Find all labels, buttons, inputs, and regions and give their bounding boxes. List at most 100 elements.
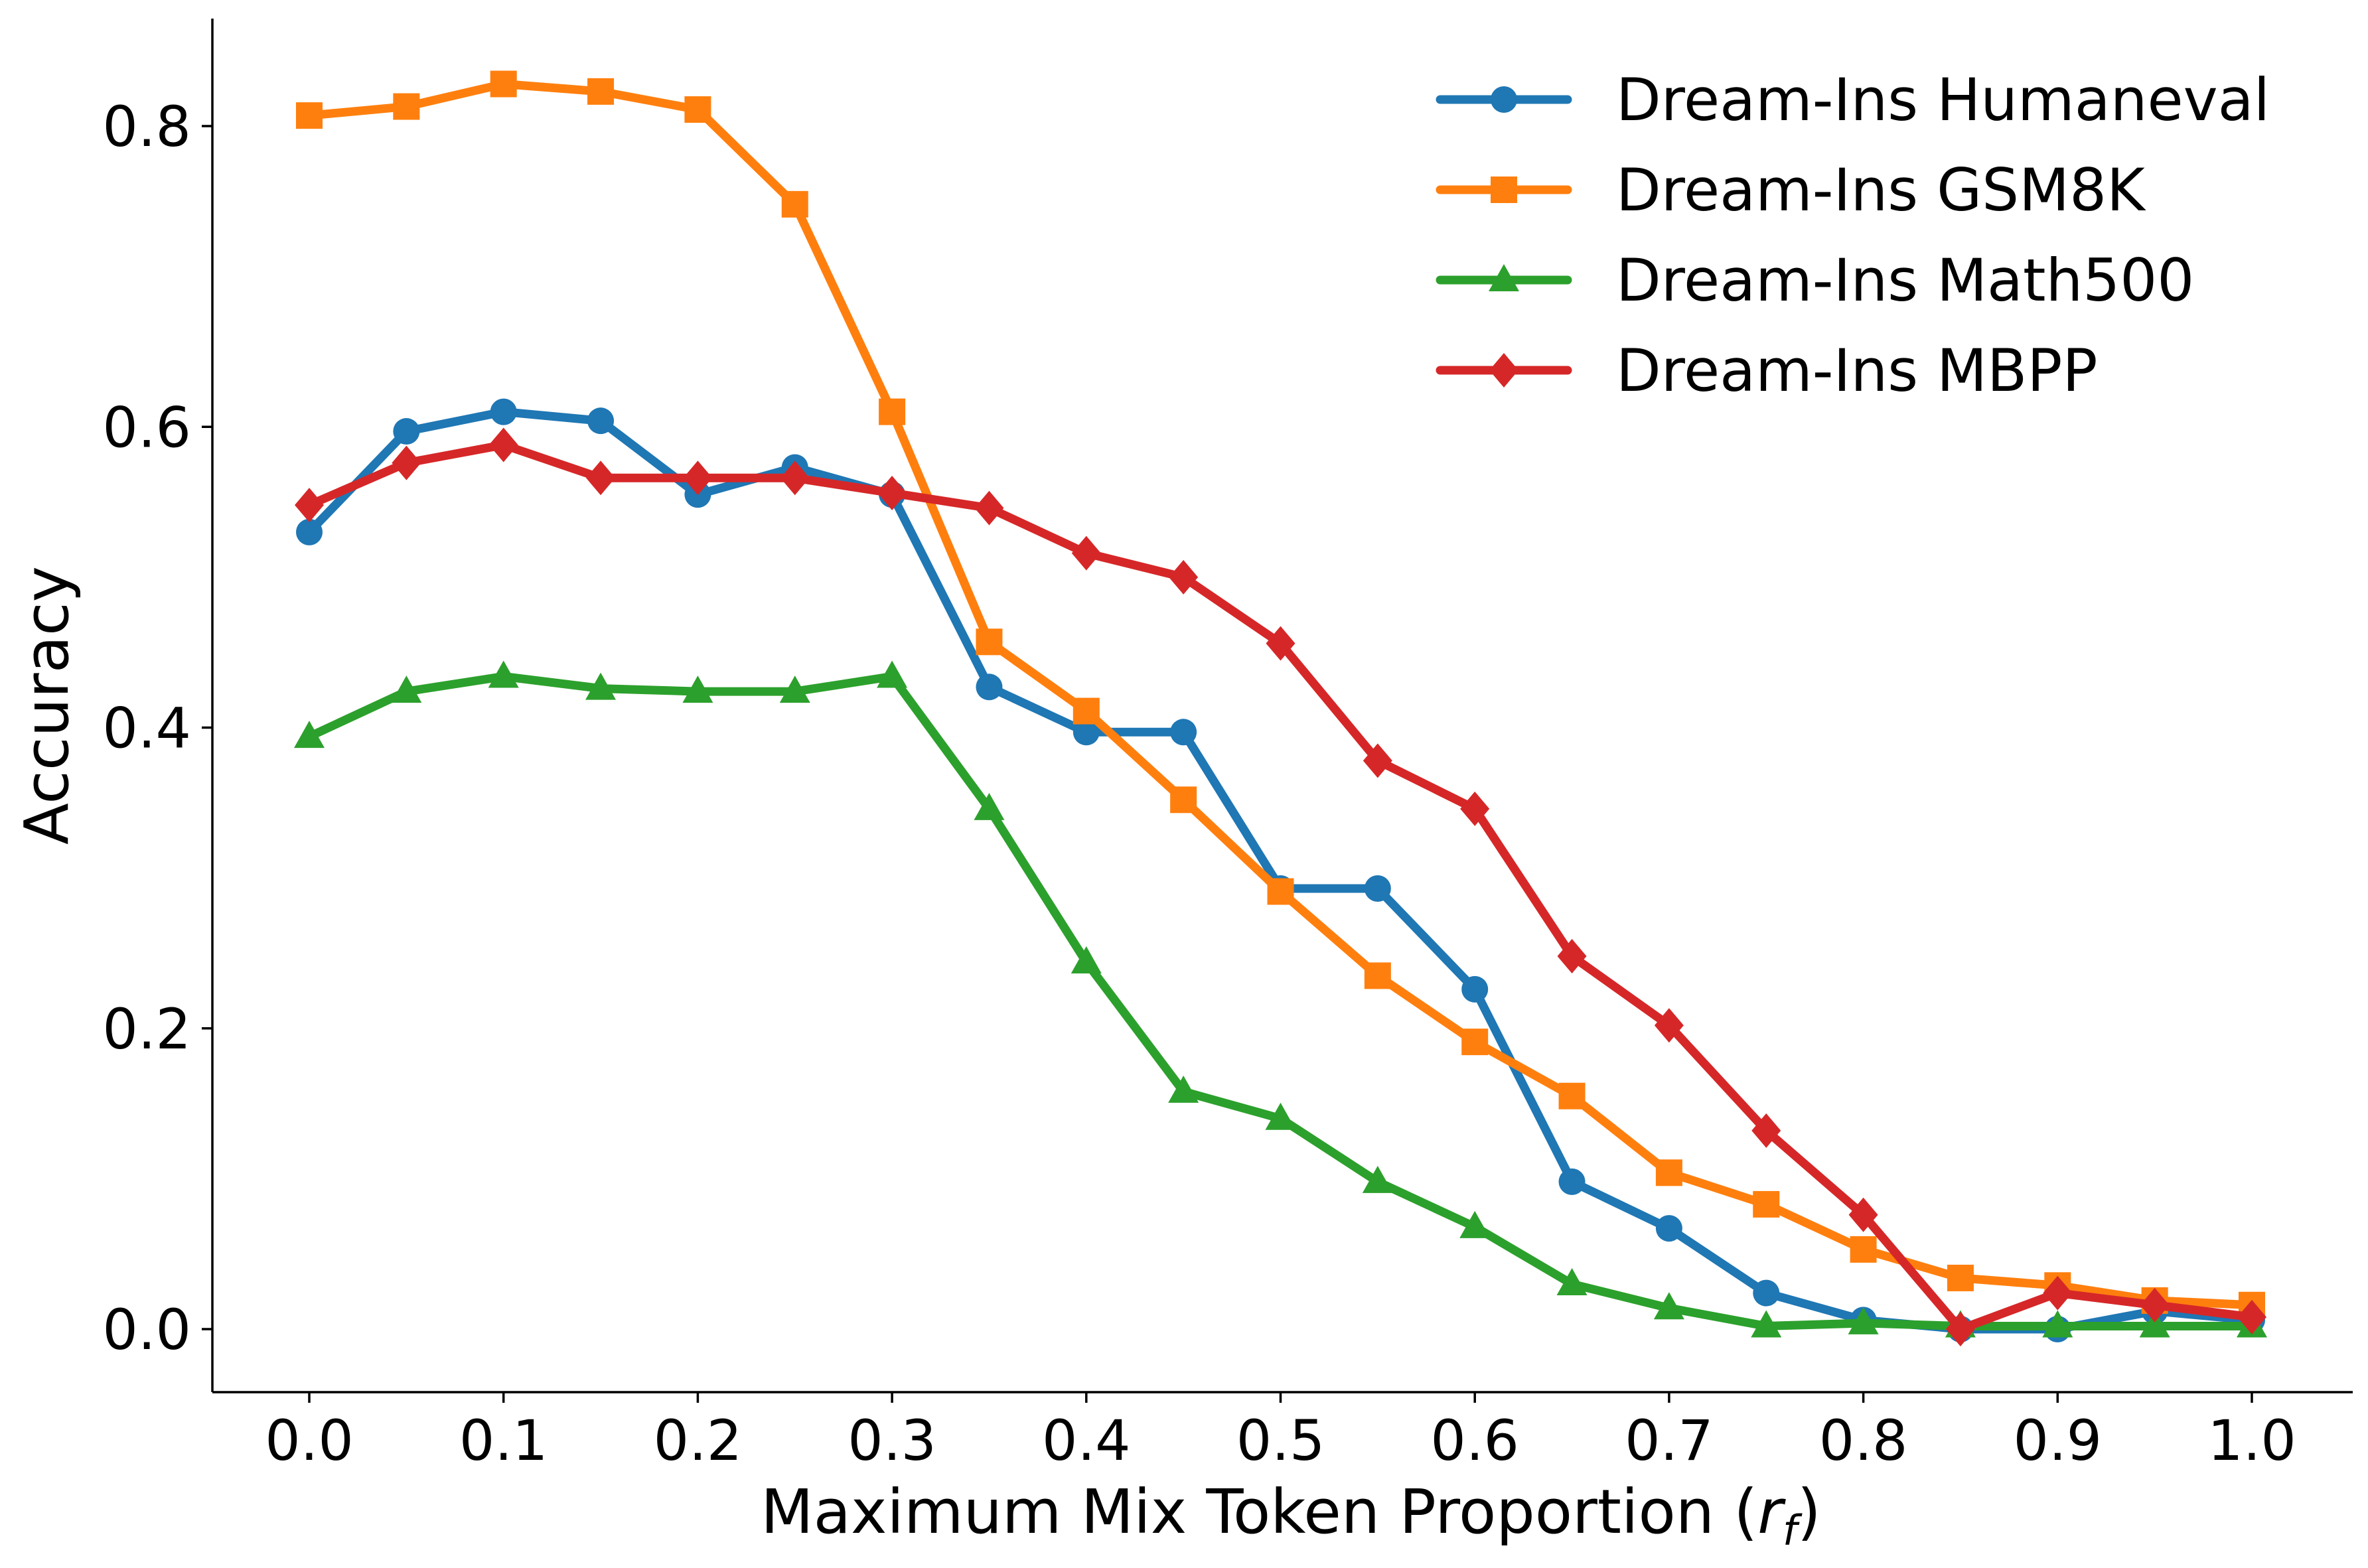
legend-entry-mbpp: Dream-Ins MBPP xyxy=(1436,336,2098,405)
y-tick-label: 0.6 xyxy=(102,395,191,460)
data-point-humaneval xyxy=(393,418,420,445)
legend-entry-math500: Dream-Ins Math500 xyxy=(1436,246,2194,315)
legend-label-humaneval: Dream-Ins Humaneval xyxy=(1616,66,2270,134)
data-point-gsm8k xyxy=(1267,878,1294,905)
data-point-gsm8k xyxy=(587,78,615,105)
y-axis-label: Accuracy xyxy=(11,566,82,845)
legend-entry-gsm8k: Dream-Ins GSM8K xyxy=(1436,156,2146,224)
data-point-humaneval xyxy=(1558,1168,1586,1195)
data-point-mbpp xyxy=(974,490,1004,526)
data-point-mbpp xyxy=(2140,1287,2170,1322)
data-point-mbpp xyxy=(877,475,907,510)
legend-marker-gsm8k xyxy=(1491,177,1517,203)
data-point-math500 xyxy=(1459,1210,1491,1238)
series-line-math500 xyxy=(305,672,2257,1330)
data-point-mbpp xyxy=(1654,1008,1684,1043)
data-point-gsm8k xyxy=(1073,697,1100,725)
data-point-mbpp xyxy=(2043,1275,2073,1311)
data-point-mbpp xyxy=(1557,938,1587,973)
data-point-mbpp xyxy=(1848,1197,1878,1232)
x-axis-label-close: ) xyxy=(1797,1476,1821,1547)
data-point-math500 xyxy=(1848,1307,1879,1334)
data-point-mbpp xyxy=(1363,743,1392,778)
x-tick-label: 0.7 xyxy=(1625,1408,1714,1473)
x-tick-label: 0.5 xyxy=(1236,1408,1325,1473)
data-point-math500 xyxy=(2042,1310,2073,1338)
x-tick-label: 0.3 xyxy=(848,1408,936,1473)
x-tick-label: 0.4 xyxy=(1042,1408,1131,1473)
series-layer xyxy=(294,70,2267,1346)
data-point-gsm8k xyxy=(1461,1029,1489,1056)
data-point-math500 xyxy=(779,676,810,703)
data-point-mbpp xyxy=(1169,559,1199,595)
data-point-math500 xyxy=(488,660,519,688)
series-humaneval xyxy=(296,398,2265,1342)
data-point-gsm8k xyxy=(976,628,1003,656)
data-point-mbpp xyxy=(2237,1299,2266,1334)
data-point-humaneval xyxy=(1170,719,1197,746)
data-point-math500 xyxy=(1362,1165,1393,1193)
x-tick-label: 0.0 xyxy=(265,1408,354,1473)
legend-entry-humaneval: Dream-Ins Humaneval xyxy=(1436,66,2270,134)
data-point-math500 xyxy=(877,660,908,688)
plot-area xyxy=(294,70,2267,1346)
data-point-math500 xyxy=(1071,946,1102,974)
data-point-math500 xyxy=(391,676,422,703)
data-point-humaneval xyxy=(296,518,323,545)
data-point-humaneval xyxy=(1073,719,1100,746)
data-point-gsm8k xyxy=(1170,786,1197,814)
data-point-gsm8k xyxy=(1364,962,1391,989)
data-point-humaneval xyxy=(976,674,1003,701)
series-math500 xyxy=(294,660,2267,1338)
series-mbpp xyxy=(295,427,2266,1346)
x-tick-label: 0.6 xyxy=(1430,1408,1519,1473)
data-point-gsm8k xyxy=(393,93,420,120)
data-point-mbpp xyxy=(1071,535,1101,571)
data-point-mbpp xyxy=(1266,626,1295,661)
x-axis-ticks: 0.0 0.1 0.2 0.3 0.4 0.5 0.6 0.7 0.8 0.9 1.0 xyxy=(265,1392,2296,1473)
legend-label-math500: Dream-Ins Math500 xyxy=(1616,246,2194,315)
x-tick-label: 1.0 xyxy=(2207,1408,2296,1473)
data-point-mbpp xyxy=(586,461,616,496)
y-tick-label: 0.4 xyxy=(102,696,191,761)
data-point-math500 xyxy=(1265,1102,1296,1130)
series-line-humaneval xyxy=(305,407,2257,1334)
data-point-math500 xyxy=(682,676,713,703)
data-point-gsm8k xyxy=(684,96,711,123)
data-point-gsm8k xyxy=(1850,1236,1877,1263)
data-point-humaneval xyxy=(1364,875,1391,902)
data-point-mbpp xyxy=(392,445,421,480)
data-point-mbpp xyxy=(1945,1312,1975,1346)
x-axis-label-symbol: r xyxy=(1757,1476,1786,1547)
data-point-math500 xyxy=(1751,1310,1782,1338)
legend-marker-mbpp xyxy=(1489,353,1518,388)
data-point-gsm8k xyxy=(1655,1159,1682,1186)
data-point-mbpp xyxy=(780,461,810,496)
data-point-mbpp xyxy=(683,461,713,496)
legend-marker-humaneval xyxy=(1491,86,1517,113)
y-axis-ticks: 0.0 0.2 0.4 0.6 0.8 xyxy=(102,94,212,1362)
data-point-gsm8k xyxy=(296,102,323,129)
legend-label-gsm8k: Dream-Ins GSM8K xyxy=(1616,156,2146,224)
data-point-humaneval xyxy=(587,407,615,435)
data-point-humaneval xyxy=(1753,1279,1780,1307)
data-point-gsm8k xyxy=(1753,1190,1780,1218)
legend-label-mbpp: Dream-Ins MBPP xyxy=(1616,336,2098,405)
data-point-math500 xyxy=(294,721,325,748)
data-point-math500 xyxy=(974,792,1005,820)
data-point-gsm8k xyxy=(1558,1082,1586,1109)
data-point-humaneval xyxy=(490,398,517,425)
data-point-math500 xyxy=(585,672,617,700)
data-point-humaneval xyxy=(1655,1215,1682,1242)
x-axis-label: Maximum Mix Token Proportion (rf) xyxy=(761,1476,1821,1555)
data-point-mbpp xyxy=(1751,1113,1781,1148)
x-tick-label: 0.9 xyxy=(2014,1408,2103,1473)
data-point-math500 xyxy=(1653,1292,1684,1320)
x-tick-label: 0.1 xyxy=(459,1408,548,1473)
legend: Dream-Ins Humaneval Dream-Ins GSM8K Dream-… xyxy=(1436,66,2270,405)
data-point-math500 xyxy=(2139,1310,2170,1338)
data-point-gsm8k xyxy=(781,190,808,218)
data-point-mbpp xyxy=(488,427,518,463)
data-point-gsm8k xyxy=(1947,1264,1974,1291)
